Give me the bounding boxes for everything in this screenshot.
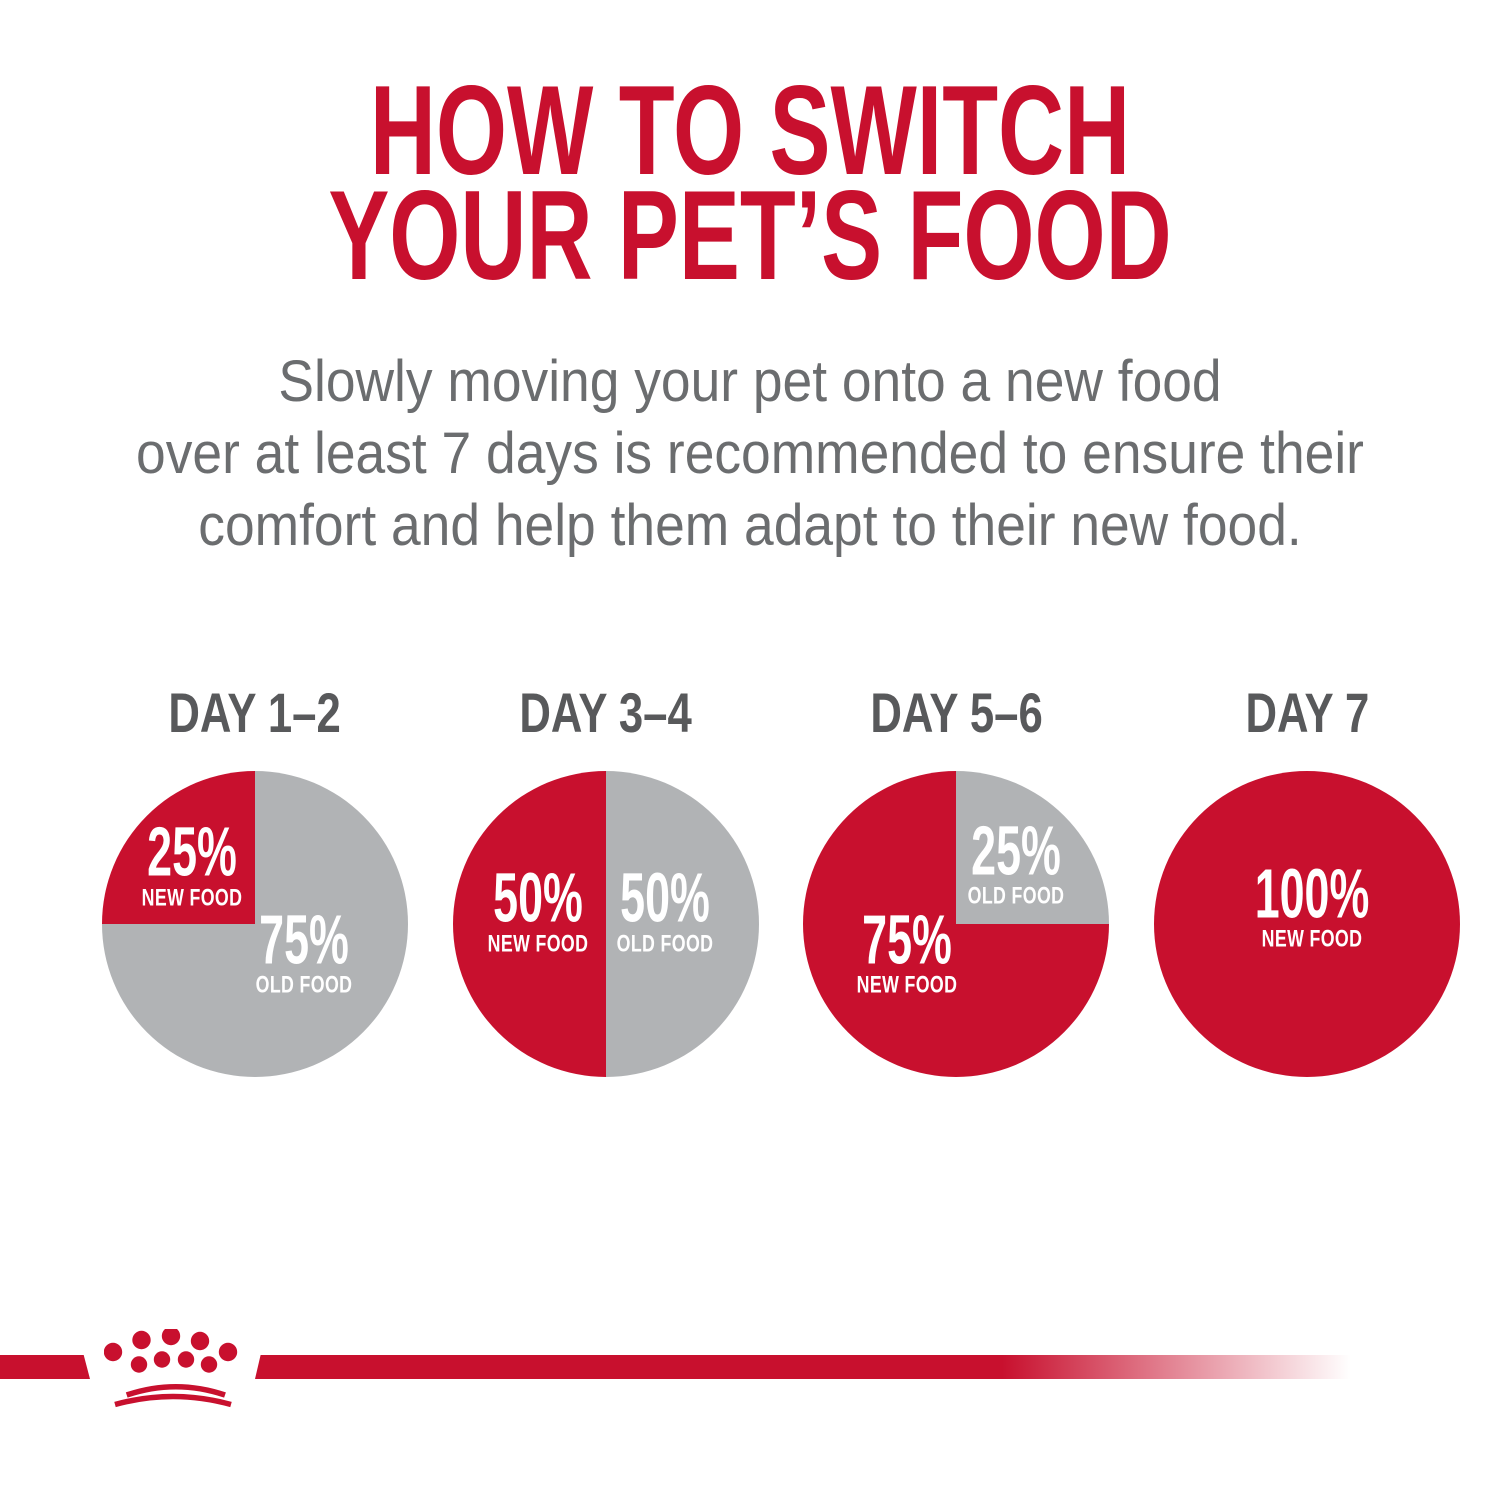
pie-chart: 25% NEW FOOD 75% OLD FOOD — [102, 771, 408, 1077]
pie-column: DAY 7 100% NEW FOOD — [1153, 683, 1460, 1077]
day-label-text: DAY 5–6 — [870, 681, 1043, 744]
pie-column: DAY 1–2 25% NEW FOOD 75% OLD FOOD — [102, 683, 408, 1077]
slice-label: 100% NEW FOOD — [1222, 854, 1401, 953]
day-label-text: DAY 1–2 — [168, 681, 342, 744]
page-title: HOW TO SWITCH YOUR PET’S FOOD — [328, 59, 1172, 306]
slice-percent: 100% — [1254, 854, 1369, 933]
pie-chart: 100% NEW FOOD — [1153, 771, 1460, 1077]
slice-name: NEW FOOD — [857, 971, 958, 999]
pet-food-transition-infographic: HOW TO SWITCH YOUR PET’S FOOD Slowly mov… — [0, 59, 1500, 1408]
day-label: DAY 5–6 — [846, 683, 1067, 743]
slice-label: 75% OLD FOOD — [234, 900, 374, 999]
slice-label: 50% NEW FOOD — [468, 858, 608, 958]
day-label-text: DAY 3–4 — [519, 681, 692, 744]
slice-percent: 25% — [147, 813, 238, 892]
pie-column: DAY 5–6 75% NEW FOOD 25% OLD FOOD — [803, 683, 1110, 1077]
royal-canin-crown-logo-icon — [104, 1329, 238, 1408]
pie-chart: 75% NEW FOOD 25% OLD FOOD — [803, 771, 1110, 1077]
footer-band-right — [255, 1355, 1500, 1379]
slice-percent: 75% — [259, 900, 349, 979]
slice-label: 50% OLD FOOD — [595, 858, 735, 958]
slice-name: OLD FOOD — [616, 930, 714, 958]
day-label-text: DAY 7 — [1245, 681, 1369, 744]
slice-name: OLD FOOD — [967, 882, 1065, 910]
slice-percent: 75% — [862, 900, 953, 979]
pie-column: DAY 3–4 50% NEW FOOD 50% OLD FOOD — [452, 683, 759, 1077]
slice-label: 75% NEW FOOD — [837, 900, 977, 999]
slice-name: NEW FOOD — [1261, 925, 1362, 953]
day-label: DAY 1–2 — [144, 683, 365, 743]
slice-percent: 50% — [620, 858, 711, 937]
slice-name: OLD FOOD — [255, 971, 353, 999]
slice-name: NEW FOOD — [141, 884, 243, 912]
slice-label: 25% NEW FOOD — [122, 813, 262, 912]
pie-chart-row: DAY 1–2 25% NEW FOOD 75% OLD FOOD DAY 3–4 50% N… — [0, 683, 1500, 1077]
day-label: DAY 3–4 — [495, 683, 716, 743]
slice-percent: 25% — [971, 811, 1061, 890]
page-subtitle: Slowly moving your pet onto a new food o… — [136, 349, 1364, 558]
slice-name: NEW FOOD — [488, 930, 589, 958]
pie-chart: 50% NEW FOOD 50% OLD FOOD — [452, 771, 759, 1077]
day-label: DAY 7 — [1228, 683, 1387, 743]
footer-band-left — [0, 1355, 90, 1379]
slice-percent: 50% — [493, 858, 584, 937]
slice-label: 25% OLD FOOD — [946, 811, 1086, 910]
